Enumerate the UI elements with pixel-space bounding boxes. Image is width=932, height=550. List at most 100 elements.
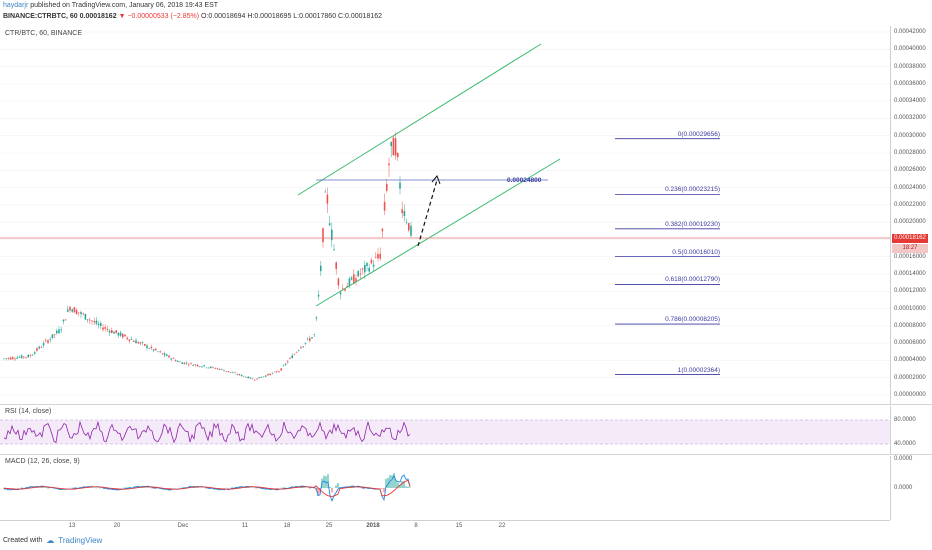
projection-arrowhead	[431, 175, 441, 185]
macd-histogram-bar	[35, 487, 37, 488]
candle-body	[386, 183, 388, 191]
price-tick: 0.00024000	[894, 184, 926, 191]
candle-body	[82, 313, 84, 315]
candle-body	[18, 356, 21, 358]
price-axis[interactable]: 0.00042000 0.00040000 0.00038000 0.00036000…	[890, 26, 932, 404]
candle-body	[86, 319, 89, 321]
candle-body	[370, 259, 373, 264]
candle-body	[328, 223, 331, 226]
candle-body	[71, 309, 73, 312]
fib-level-label: 0.382(0.00019230)	[665, 220, 720, 228]
candle-body	[126, 337, 128, 339]
macd-histogram-bar	[335, 485, 337, 488]
candle-body	[372, 264, 375, 267]
macd-histogram-bar	[153, 488, 155, 489]
macd-histogram-bar	[353, 487, 355, 488]
rsi-pane[interactable]: RSI (14, close)	[0, 406, 890, 454]
pane-separator[interactable]	[0, 404, 932, 405]
last-price-tag: 0.00018162	[892, 234, 928, 243]
macd-histogram-bar	[141, 487, 143, 488]
time-axis[interactable]: 13 20 Dec 11 18 25 2018 8 15 22	[0, 520, 890, 533]
candle-body	[216, 368, 219, 369]
price-tick: 0.00006000	[894, 340, 926, 347]
candle-body	[394, 138, 397, 156]
candle-body	[214, 368, 216, 369]
signal-line[interactable]	[3, 479, 411, 497]
candle-body	[317, 294, 320, 297]
candle-body	[188, 364, 190, 366]
candle-body	[410, 225, 412, 236]
macd-histogram-bar	[383, 488, 385, 493]
candle-body	[313, 334, 315, 335]
candle-body	[199, 366, 201, 367]
footer: Created with ☁ TradingView	[3, 536, 102, 545]
candle-body	[260, 377, 263, 378]
candle-body	[104, 327, 106, 329]
tradingview-logo-icon[interactable]: ☁	[46, 536, 55, 545]
candle-body	[168, 355, 170, 358]
main-chart-pane[interactable]: CTR/BTC, 60, BINANCE 0.00024800 0(0.0002…	[0, 26, 890, 404]
candle-body	[12, 357, 14, 359]
candle-body	[229, 372, 232, 373]
macd-histogram-bar	[323, 475, 325, 488]
candle-body	[7, 357, 10, 359]
down-arrow-icon: ▼	[118, 13, 126, 20]
rsi-axis[interactable]: 80.0000 40.0000	[890, 406, 932, 454]
macd-histogram-bar	[331, 488, 333, 493]
tradingview-brand[interactable]: TradingView	[58, 536, 103, 545]
target-label: 0.00024800	[507, 177, 542, 184]
fib-level-label: 0(0.00029656)	[677, 130, 720, 138]
candle-body	[247, 376, 249, 379]
candle-body	[280, 368, 282, 371]
candle-body	[403, 211, 406, 217]
channel-lower-line[interactable]	[315, 158, 561, 307]
macd-pane[interactable]: MACD (12, 26, close, 9)	[0, 456, 890, 520]
candle-body	[62, 319, 65, 322]
candle-body	[91, 320, 93, 322]
candle-body	[368, 267, 370, 272]
last-price-time: 18:27	[892, 244, 928, 253]
macd-histogram-bar	[291, 486, 293, 488]
candle-body	[106, 329, 109, 330]
pane-separator[interactable]	[0, 454, 932, 455]
macd-histogram-bar	[301, 487, 303, 488]
created-with-text: Created with	[3, 537, 43, 544]
candle-body	[124, 334, 126, 337]
projection-arrow[interactable]	[417, 179, 438, 247]
macd-histogram-bar	[223, 488, 225, 489]
symbol-line: BINANCE:CTRBTC, 60 0.00018162 ▼ −0.00000…	[3, 13, 382, 20]
author-link[interactable]: haydarjr	[3, 2, 29, 9]
candle-body	[331, 229, 333, 241]
candle-body	[375, 257, 377, 258]
macd-histogram-bar	[239, 486, 241, 488]
candle-body	[148, 348, 150, 349]
rsi-line[interactable]	[3, 420, 411, 444]
candle-body	[381, 228, 384, 232]
candle-body	[9, 357, 12, 360]
macd-axis[interactable]: 0.0000 0.0000	[890, 456, 932, 520]
macd-histogram-bar	[387, 477, 389, 488]
macd-histogram-bar	[3, 488, 5, 490]
candle-body	[166, 354, 168, 357]
candle-body	[174, 360, 177, 362]
symbol-price: BINANCE:CTRBTC, 60 0.00018162	[3, 13, 117, 20]
macd-line[interactable]	[3, 474, 411, 503]
candle-body	[163, 353, 166, 356]
candle-body	[324, 191, 326, 193]
price-tick: 0.00028000	[894, 150, 926, 156]
price-tick: 0.00020000	[894, 219, 926, 226]
price-tick: 0.00014000	[894, 271, 926, 277]
candle-body	[89, 319, 91, 321]
candle-body	[335, 262, 337, 269]
macd-histogram-bar	[127, 487, 129, 488]
candle-body	[227, 371, 230, 372]
candle-body	[397, 153, 399, 158]
channel-upper-line[interactable]	[297, 43, 542, 196]
candle-body	[399, 182, 401, 189]
candle-body	[212, 366, 214, 368]
candle-body	[161, 353, 164, 355]
candle-body	[84, 313, 87, 320]
macd-histogram-bar	[407, 486, 409, 488]
candle-body	[119, 332, 122, 336]
macd-histogram-bar	[391, 475, 393, 488]
